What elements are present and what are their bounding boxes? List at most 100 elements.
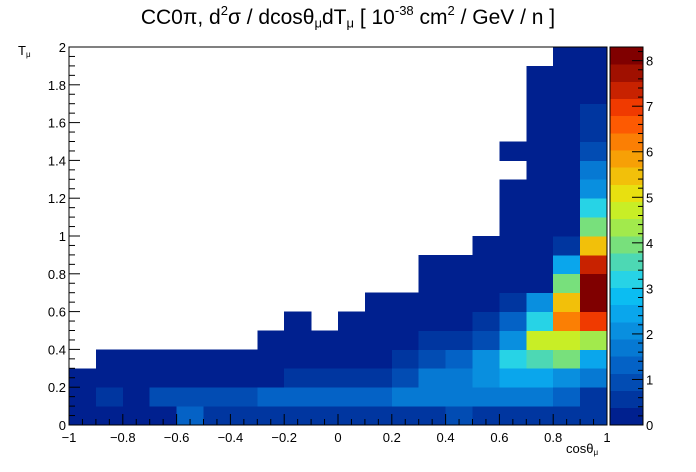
colorbar-segment — [610, 253, 643, 271]
heatmap-cell — [526, 84, 554, 105]
heatmap-cell — [149, 368, 177, 388]
heatmap-cell — [311, 330, 339, 350]
colorbar-segment — [610, 321, 643, 340]
heatmap-cell — [364, 349, 393, 369]
x-axis-label: cosθμ — [566, 441, 599, 457]
heatmap-cell — [526, 141, 554, 161]
heatmap-cell — [364, 406, 393, 426]
heatmap-cell — [69, 387, 97, 407]
heatmap-cell — [526, 103, 554, 123]
heatmap-cell — [445, 311, 473, 331]
heatmap-cell — [580, 65, 608, 86]
heatmap-cell — [149, 349, 177, 369]
heatmap-cell — [580, 349, 608, 369]
heatmap-cell — [499, 368, 527, 388]
heatmap-cell — [230, 349, 258, 369]
heatmap-cell — [580, 292, 608, 312]
heatmap-cell — [391, 387, 420, 407]
heatmap-cell — [176, 406, 204, 426]
heatmap-cell — [526, 330, 554, 350]
heatmap-cell — [391, 368, 420, 388]
heatmap-cell — [580, 368, 608, 388]
y-axis-label-main: T — [18, 43, 26, 58]
colorbar-tick-label: 4 — [646, 236, 653, 251]
x-axis-label-main: cosθ — [566, 441, 594, 456]
colorbar-segment — [610, 304, 643, 323]
heatmap-cell — [418, 292, 446, 312]
heatmap-cell — [95, 406, 124, 426]
heatmap-cell — [472, 330, 500, 350]
heatmap-cell — [95, 387, 124, 407]
y-tick-label: 1 — [59, 229, 66, 244]
heatmap-cell — [284, 406, 312, 426]
heatmap-cell — [364, 368, 393, 388]
colorbar-segment — [610, 270, 643, 288]
title-subscript: μ — [314, 15, 322, 31]
x-tick-label: 1 — [603, 430, 610, 445]
y-tick-label: 0.6 — [48, 305, 66, 320]
y-tick-label: 1.8 — [48, 78, 66, 93]
heatmap-cell — [553, 254, 581, 275]
colorbar-segment — [610, 390, 643, 409]
heatmap-cell — [526, 236, 554, 256]
heatmap-cell — [338, 330, 366, 350]
heatmap-cell — [95, 349, 124, 369]
colorbar-segment — [610, 115, 643, 134]
colorbar-tick-label: 8 — [646, 54, 653, 69]
x-tick-label: 0 — [334, 430, 341, 445]
heatmap-cell — [445, 273, 473, 294]
heatmap-cell — [526, 292, 554, 312]
heatmap-cell — [553, 387, 581, 407]
heatmap-cell — [553, 198, 581, 218]
x-tick-label: −0.6 — [164, 430, 190, 445]
heatmap-cell — [311, 387, 339, 407]
heatmap-cell — [580, 47, 608, 67]
heatmap-cell — [526, 273, 554, 294]
heatmap-cell — [176, 368, 204, 388]
colorbar-tick-label: 1 — [646, 372, 653, 387]
heatmap-cell — [203, 368, 231, 388]
y-tick-label: 1.2 — [48, 191, 66, 206]
y-axis-label-subscript: μ — [25, 50, 31, 59]
heatmap-cell — [580, 103, 608, 123]
heatmap-cell — [526, 160, 554, 180]
heatmap-cell — [553, 236, 581, 256]
heatmap-cell — [418, 311, 446, 331]
colorbar-segment — [610, 64, 643, 82]
heatmap-cell — [553, 349, 581, 369]
heatmap-cell — [553, 179, 581, 199]
heatmap-cell — [526, 387, 554, 407]
heatmap-cell — [203, 387, 231, 407]
y-tick-label: 2 — [59, 40, 66, 55]
heatmap-cell — [580, 160, 608, 180]
heatmap-cell — [445, 368, 473, 388]
heatmap-cell — [472, 368, 500, 388]
heatmap-cell — [499, 141, 527, 161]
heatmap-cell — [526, 122, 554, 142]
heatmap-cell — [338, 311, 366, 331]
heatmap-cell — [418, 330, 446, 350]
colorbar-tick-label: 2 — [646, 327, 653, 342]
heatmap-cell — [553, 311, 581, 331]
heatmap-cell — [499, 406, 527, 426]
x-axis-label-subscript: μ — [593, 448, 599, 457]
title-superscript: 2 — [447, 2, 455, 18]
heatmap-cell — [580, 406, 608, 426]
colorbar-segment — [610, 407, 643, 426]
heatmap-cell — [472, 273, 500, 294]
heatmap-cell — [257, 387, 285, 407]
heatmap-cell — [364, 292, 393, 312]
heatmap-cell — [284, 387, 312, 407]
heatmap-cell — [499, 236, 527, 256]
heatmap-cell — [553, 122, 581, 142]
heatmap-cell — [311, 349, 339, 369]
heatmap-cell — [203, 349, 231, 369]
chart-title: CC0π, d2σ / dcosθμdTμ [ 10-38 cm2 / GeV … — [0, 2, 696, 31]
heatmap-cell — [526, 65, 554, 86]
x-tick-label: −0.8 — [110, 430, 136, 445]
y-tick-label: 1.6 — [48, 116, 66, 131]
heatmap-cell — [499, 292, 527, 312]
heatmap-cell — [553, 368, 581, 388]
colorbar-tick-label: 0 — [646, 418, 653, 433]
colorbar-tick-label: 7 — [646, 99, 653, 114]
